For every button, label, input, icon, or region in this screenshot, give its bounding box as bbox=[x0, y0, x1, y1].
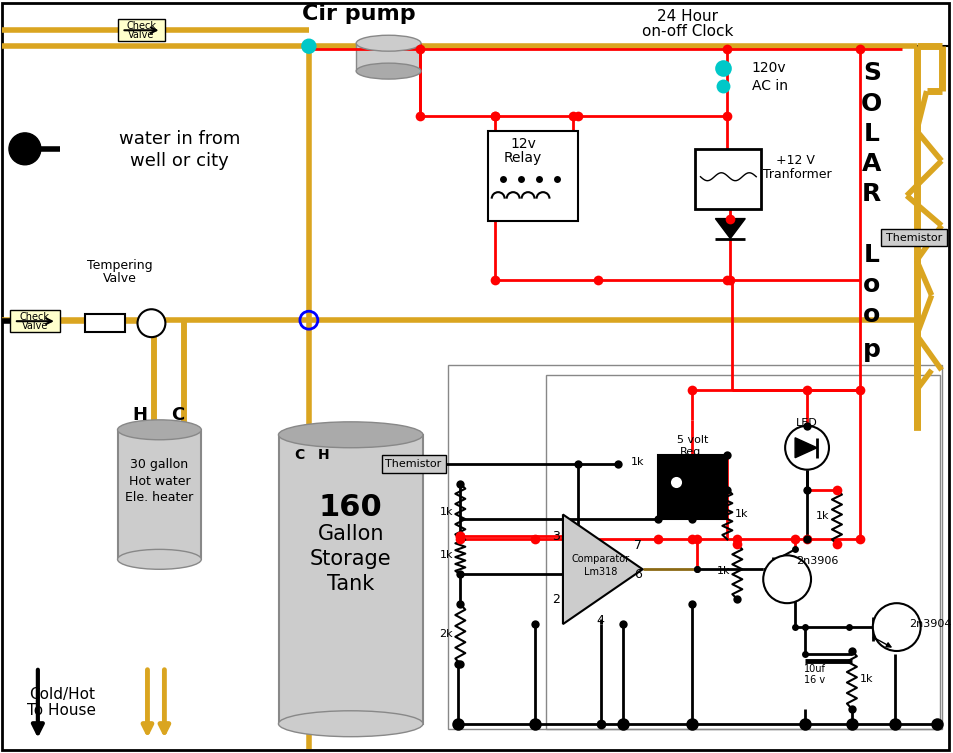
Text: Relay: Relay bbox=[503, 151, 541, 165]
Text: Valve: Valve bbox=[103, 272, 136, 285]
Text: Themistor: Themistor bbox=[884, 233, 941, 242]
Bar bbox=[381, 455, 446, 473]
Text: 12v: 12v bbox=[510, 137, 536, 151]
Circle shape bbox=[137, 309, 165, 337]
Circle shape bbox=[9, 133, 41, 165]
Text: 120v: 120v bbox=[751, 61, 785, 75]
Bar bbox=[695, 149, 760, 209]
Text: 7: 7 bbox=[633, 539, 641, 552]
Text: Lm7805: Lm7805 bbox=[669, 459, 715, 470]
Ellipse shape bbox=[278, 422, 422, 448]
Text: L: L bbox=[863, 122, 879, 146]
Text: 2n3906: 2n3906 bbox=[795, 556, 838, 566]
Text: +12 V: +12 V bbox=[775, 154, 814, 167]
Text: A: A bbox=[862, 152, 881, 175]
Circle shape bbox=[872, 603, 920, 651]
Text: Tranformer: Tranformer bbox=[762, 168, 830, 181]
Text: 1k: 1k bbox=[860, 674, 873, 684]
Ellipse shape bbox=[117, 420, 201, 440]
Text: 30 gallon: 30 gallon bbox=[131, 458, 189, 471]
Bar bbox=[545, 375, 939, 729]
Text: 160: 160 bbox=[318, 493, 382, 522]
Text: H: H bbox=[317, 448, 330, 462]
Text: R: R bbox=[862, 181, 881, 206]
Bar bbox=[448, 365, 941, 729]
Text: 2: 2 bbox=[552, 593, 559, 605]
Polygon shape bbox=[715, 218, 744, 239]
Text: water in from: water in from bbox=[118, 130, 240, 148]
Bar bbox=[278, 434, 423, 724]
Text: 1k: 1k bbox=[630, 456, 643, 467]
Text: To House: To House bbox=[28, 703, 96, 718]
Text: AC in: AC in bbox=[751, 79, 787, 93]
Text: 2n3904: 2n3904 bbox=[908, 619, 951, 629]
Text: o: o bbox=[862, 303, 880, 328]
Circle shape bbox=[762, 556, 810, 603]
Text: p: p bbox=[862, 338, 880, 362]
Bar bbox=[880, 229, 945, 246]
Text: C: C bbox=[294, 448, 304, 462]
Ellipse shape bbox=[278, 711, 422, 736]
Text: 1k: 1k bbox=[716, 566, 729, 576]
Text: 2k: 2k bbox=[439, 629, 453, 639]
Text: 3: 3 bbox=[552, 530, 559, 543]
Ellipse shape bbox=[355, 35, 420, 51]
Text: Cir pump: Cir pump bbox=[301, 5, 416, 24]
Bar bbox=[117, 20, 165, 41]
Text: 1k: 1k bbox=[816, 511, 829, 522]
Text: Check: Check bbox=[20, 312, 50, 322]
Text: Check: Check bbox=[127, 21, 156, 32]
Text: 1k: 1k bbox=[734, 510, 747, 520]
Text: L: L bbox=[863, 243, 879, 267]
Text: Reg.: Reg. bbox=[679, 447, 704, 457]
Text: C: C bbox=[171, 406, 184, 424]
Bar bbox=[355, 43, 420, 71]
Text: 16 v: 16 v bbox=[803, 675, 824, 685]
Ellipse shape bbox=[355, 63, 420, 79]
Text: Ele. heater: Ele. heater bbox=[125, 491, 193, 504]
Text: 1k: 1k bbox=[439, 550, 453, 560]
Text: well or city: well or city bbox=[130, 152, 229, 169]
Text: H: H bbox=[132, 406, 147, 424]
Text: Themistor: Themistor bbox=[385, 459, 441, 468]
Polygon shape bbox=[562, 514, 642, 624]
Bar bbox=[85, 314, 125, 332]
Bar bbox=[488, 131, 578, 221]
Text: Valve: Valve bbox=[22, 322, 48, 331]
Bar bbox=[117, 430, 201, 559]
Text: Storage: Storage bbox=[310, 550, 391, 569]
Text: Cold/Hot: Cold/Hot bbox=[29, 687, 94, 703]
Text: Valve: Valve bbox=[128, 30, 154, 40]
Text: Comparator: Comparator bbox=[571, 554, 629, 564]
Circle shape bbox=[784, 425, 828, 470]
Text: Hot water: Hot water bbox=[129, 475, 190, 488]
Text: on-off Clock: on-off Clock bbox=[641, 24, 733, 38]
Bar bbox=[10, 310, 60, 332]
Text: Tank: Tank bbox=[327, 575, 374, 594]
Text: Lm318: Lm318 bbox=[583, 567, 617, 578]
Bar bbox=[657, 455, 726, 520]
Polygon shape bbox=[794, 437, 816, 458]
Text: O: O bbox=[861, 92, 882, 116]
Text: LED: LED bbox=[796, 418, 817, 428]
Text: 4: 4 bbox=[597, 614, 604, 626]
Text: S: S bbox=[862, 61, 880, 85]
Text: 6: 6 bbox=[633, 568, 641, 581]
Text: Gallon: Gallon bbox=[317, 524, 383, 544]
Circle shape bbox=[301, 39, 315, 53]
Text: o: o bbox=[862, 273, 880, 297]
Ellipse shape bbox=[117, 550, 201, 569]
Text: 10uf: 10uf bbox=[803, 664, 825, 674]
Text: 1k: 1k bbox=[439, 507, 453, 517]
Text: Tempering: Tempering bbox=[87, 259, 152, 272]
Text: 5 volt: 5 volt bbox=[676, 434, 707, 445]
Text: 24 Hour: 24 Hour bbox=[657, 9, 718, 24]
